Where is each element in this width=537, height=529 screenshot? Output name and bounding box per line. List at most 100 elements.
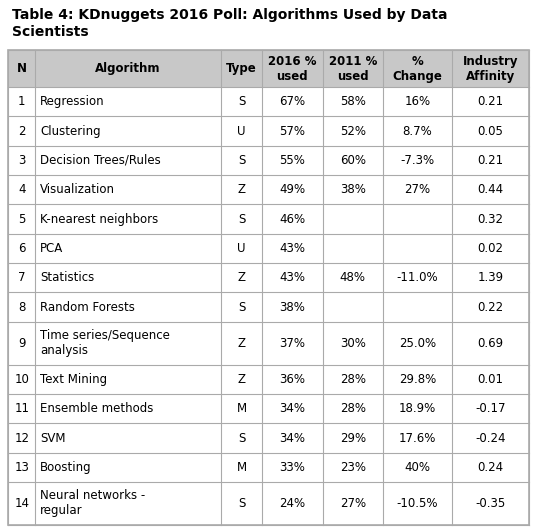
Text: Neural networks -
regular: Neural networks - regular [40,489,146,517]
Bar [8,50,529,525]
Text: S: S [238,213,245,225]
Bar [8,146,529,175]
Text: 33%: 33% [279,461,305,474]
Text: Algorithm: Algorithm [96,62,161,75]
Text: 10: 10 [14,373,29,386]
Text: 40%: 40% [404,461,430,474]
Text: 29.8%: 29.8% [398,373,436,386]
Text: 27%: 27% [340,497,366,510]
Bar [8,50,529,87]
Text: 3: 3 [18,154,25,167]
Text: 2016 %
used: 2016 % used [268,54,316,83]
Text: 52%: 52% [340,125,366,138]
Text: 0.44: 0.44 [477,183,503,196]
Text: 14: 14 [14,497,29,510]
Text: 27%: 27% [404,183,430,196]
Text: 36%: 36% [279,373,305,386]
Text: %
Change: % Change [393,54,442,83]
Text: -0.35: -0.35 [475,497,505,510]
Bar [8,482,529,525]
Text: Type: Type [226,62,257,75]
Bar [8,423,529,453]
Text: 11: 11 [14,402,29,415]
Text: 6: 6 [18,242,25,255]
Text: -7.3%: -7.3% [400,154,434,167]
Text: 57%: 57% [279,125,305,138]
Bar [8,322,529,364]
Text: Regression: Regression [40,95,105,108]
Bar [8,87,529,116]
Text: 28%: 28% [340,373,366,386]
Text: PCA: PCA [40,242,63,255]
Bar [8,293,529,322]
Text: 37%: 37% [279,337,305,350]
Text: 49%: 49% [279,183,306,196]
Text: 38%: 38% [340,183,366,196]
Text: -0.17: -0.17 [475,402,505,415]
Text: 30%: 30% [340,337,366,350]
Text: Random Forests: Random Forests [40,300,135,314]
Text: SVM: SVM [40,432,66,444]
Text: Z: Z [237,271,245,284]
Text: 2: 2 [18,125,25,138]
Text: Time series/Sequence
analysis: Time series/Sequence analysis [40,329,170,357]
Text: Z: Z [237,337,245,350]
Text: 13: 13 [14,461,29,474]
Text: S: S [238,154,245,167]
Text: 12: 12 [14,432,29,444]
Text: 0.69: 0.69 [477,337,503,350]
Text: 18.9%: 18.9% [398,402,436,415]
Text: S: S [238,95,245,108]
Text: K-nearest neighbors: K-nearest neighbors [40,213,158,225]
Bar [8,394,529,423]
Text: 0.22: 0.22 [477,300,503,314]
Text: 8.7%: 8.7% [402,125,432,138]
Text: Decision Trees/Rules: Decision Trees/Rules [40,154,161,167]
Text: 58%: 58% [340,95,366,108]
Bar [8,263,529,293]
Text: 0.05: 0.05 [477,125,503,138]
Text: Visualization: Visualization [40,183,115,196]
Text: 0.02: 0.02 [477,242,503,255]
Text: 24%: 24% [279,497,306,510]
Text: 4: 4 [18,183,25,196]
Bar [8,364,529,394]
Text: 0.24: 0.24 [477,461,503,474]
Text: 5: 5 [18,213,25,225]
Text: Industry
Affinity: Industry Affinity [462,54,518,83]
Text: 7: 7 [18,271,25,284]
Text: M: M [236,402,246,415]
Text: 60%: 60% [340,154,366,167]
Text: Table 4: KDnuggets 2016 Poll: Algorithms Used by Data
Scientists: Table 4: KDnuggets 2016 Poll: Algorithms… [12,8,447,39]
Text: 16%: 16% [404,95,430,108]
Text: 34%: 34% [279,432,305,444]
Text: -10.5%: -10.5% [396,497,438,510]
Text: 1: 1 [18,95,25,108]
Text: 0.21: 0.21 [477,95,503,108]
Text: S: S [238,432,245,444]
Text: Ensemble methods: Ensemble methods [40,402,154,415]
Text: 9: 9 [18,337,25,350]
Text: S: S [238,300,245,314]
Text: Z: Z [237,373,245,386]
Text: Clustering: Clustering [40,125,101,138]
Text: 23%: 23% [340,461,366,474]
Text: 48%: 48% [340,271,366,284]
Text: Z: Z [237,183,245,196]
Text: 25.0%: 25.0% [399,337,436,350]
Text: U: U [237,242,246,255]
Bar [8,116,529,146]
Bar [8,234,529,263]
Text: 38%: 38% [279,300,305,314]
Text: 28%: 28% [340,402,366,415]
Text: 17.6%: 17.6% [398,432,436,444]
Text: 43%: 43% [279,242,305,255]
Text: -0.24: -0.24 [475,432,505,444]
Text: Statistics: Statistics [40,271,95,284]
Text: 1.39: 1.39 [477,271,503,284]
Text: 55%: 55% [279,154,305,167]
Bar [8,204,529,234]
Text: 0.01: 0.01 [477,373,503,386]
Text: 29%: 29% [340,432,366,444]
Text: 0.32: 0.32 [477,213,503,225]
